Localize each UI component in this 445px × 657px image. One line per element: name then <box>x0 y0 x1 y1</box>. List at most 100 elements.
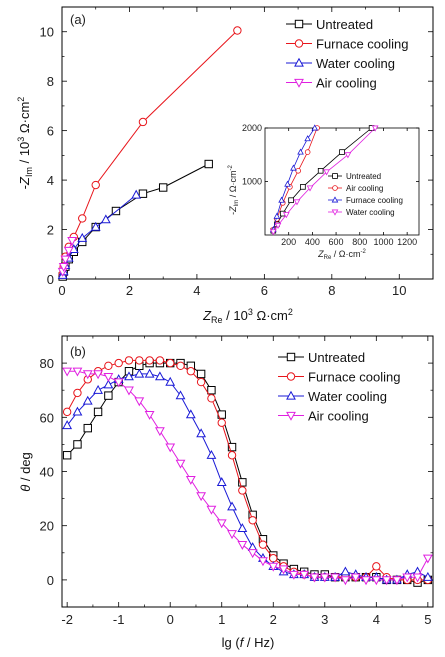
data-point <box>237 523 248 533</box>
data-point <box>309 573 320 583</box>
x-tick-label: 400 <box>305 237 320 247</box>
y-tick-label: 40 <box>40 465 54 480</box>
data-point <box>124 356 134 365</box>
series-water-cooling <box>269 125 379 236</box>
y-tick-label: 60 <box>40 410 54 425</box>
x-tick-label: 10 <box>392 283 406 298</box>
data-point <box>144 410 155 420</box>
x-tick-label: 800 <box>352 237 367 247</box>
data-point <box>216 477 227 486</box>
x-axis-label: ZRe / 103 Ω·cm2 <box>202 307 293 325</box>
legend-marker <box>332 173 338 179</box>
data-point <box>82 395 93 405</box>
legend: Untreated Furnace cooling Water cooling Air… <box>278 350 401 424</box>
inset-y-axis-label: -ZIm / Ω·cm-2 <box>228 164 240 214</box>
data-point <box>60 255 71 265</box>
data-point <box>165 443 176 453</box>
data-point <box>422 554 433 564</box>
data-point <box>186 367 196 376</box>
chart-panel-1: 200 400 600 800 1000 1200 1000 2000 Untreated Air… <box>242 123 420 247</box>
legend-marker <box>286 352 296 362</box>
data-point <box>91 180 100 190</box>
data-point <box>103 379 114 389</box>
legend: Untreated Furnace cooling Water cooling Air… <box>286 17 409 91</box>
legend-marker <box>286 390 296 400</box>
y-tick-label: 8 <box>47 74 54 89</box>
data-point <box>339 149 345 155</box>
data-point <box>227 501 237 511</box>
y-axis-label: -ZIm / 103 Ω·cm2 <box>16 97 34 190</box>
data-point <box>290 164 297 171</box>
data-point <box>114 358 123 368</box>
data-point <box>78 214 87 223</box>
x-tick-label: 4 <box>193 283 200 298</box>
data-point <box>402 573 413 583</box>
legend-label: Furnace cooling <box>316 37 409 52</box>
data-point <box>103 373 114 382</box>
x-tick-label: 1000 <box>373 237 393 247</box>
data-point <box>93 370 103 380</box>
data-point <box>196 377 206 387</box>
data-point <box>278 565 289 575</box>
plot-frame <box>61 6 434 280</box>
data-point <box>58 262 69 272</box>
x-tick-label: 1200 <box>397 237 417 247</box>
y-tick-label: 4 <box>47 173 54 188</box>
data-point <box>158 183 168 192</box>
data-point <box>93 407 103 417</box>
data-point <box>217 418 226 427</box>
legend-marker <box>294 19 304 29</box>
x-tick-label: 200 <box>281 237 296 247</box>
data-point <box>166 358 175 368</box>
data-point <box>124 386 134 396</box>
legend-marker <box>294 78 304 88</box>
legend-label: Furnace cooling <box>346 196 403 205</box>
series-line <box>62 30 238 275</box>
data-point <box>131 189 142 199</box>
y-tick-label: 1000 <box>242 177 262 187</box>
data-point <box>381 576 392 586</box>
data-point <box>238 486 247 495</box>
data-point <box>300 184 306 190</box>
data-point <box>83 423 92 433</box>
data-point <box>248 516 257 525</box>
data-point <box>154 371 165 381</box>
data-point <box>207 394 216 403</box>
data-point <box>227 442 237 452</box>
data-point <box>299 570 310 580</box>
data-point <box>176 361 185 371</box>
y-tick-label: 6 <box>47 124 54 139</box>
x-tick-label: 600 <box>329 237 344 247</box>
data-point <box>62 407 72 417</box>
data-point <box>175 390 186 400</box>
data-point <box>227 451 237 460</box>
data-point <box>67 237 78 246</box>
x-tick-label: 2 <box>270 612 277 627</box>
inset-x-axis-label: ZRe / Ω·cm-2 <box>317 249 366 261</box>
data-point <box>93 384 103 394</box>
series-air-cooling <box>57 237 78 277</box>
legend-marker <box>331 196 339 203</box>
legend-label: Furnace cooling <box>308 370 401 385</box>
data-point <box>268 562 279 572</box>
x-tick-label: 6 <box>261 283 268 298</box>
data-point <box>258 557 268 567</box>
data-point <box>306 185 314 192</box>
legend-marker <box>286 411 296 421</box>
data-point <box>293 199 301 206</box>
y-tick-label: 0 <box>47 272 54 287</box>
series-air-cooling <box>62 367 433 586</box>
data-point <box>297 148 304 155</box>
legend-label: Untreated <box>316 17 373 32</box>
data-point <box>288 570 299 580</box>
data-point <box>82 370 93 380</box>
data-point <box>138 189 148 198</box>
panel-label: (b) <box>70 344 86 359</box>
legend-label: Air cooling <box>308 409 369 424</box>
data-point <box>371 576 382 586</box>
data-point <box>77 232 88 242</box>
legend-label: Air cooling <box>316 76 377 91</box>
data-point <box>206 449 217 459</box>
data-point <box>284 180 291 187</box>
